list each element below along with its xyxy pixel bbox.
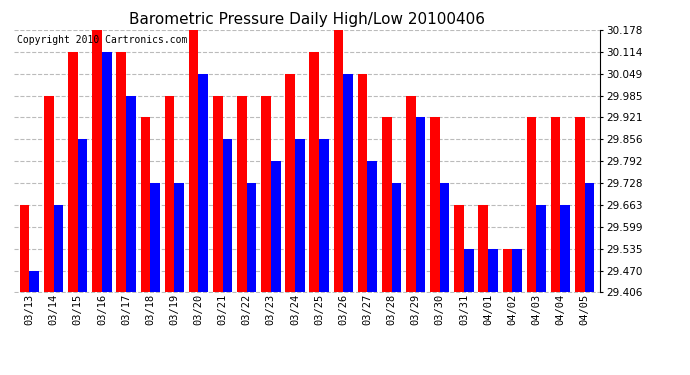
Bar: [488, 249, 497, 292]
Text: Copyright 2010 Cartronics.com: Copyright 2010 Cartronics.com: [17, 35, 187, 45]
Bar: [44, 96, 54, 292]
Bar: [237, 96, 247, 292]
Bar: [526, 117, 536, 292]
Bar: [247, 183, 257, 292]
Bar: [54, 205, 63, 292]
Title: Barometric Pressure Daily High/Low 20100406: Barometric Pressure Daily High/Low 20100…: [129, 12, 485, 27]
Bar: [560, 205, 570, 292]
Bar: [584, 183, 594, 292]
Bar: [502, 249, 512, 292]
Bar: [357, 74, 367, 292]
Bar: [454, 205, 464, 292]
Bar: [78, 140, 88, 292]
Bar: [165, 96, 175, 292]
Bar: [333, 30, 343, 292]
Bar: [367, 161, 377, 292]
Bar: [391, 183, 401, 292]
Bar: [141, 117, 150, 292]
Bar: [199, 74, 208, 292]
Bar: [213, 96, 223, 292]
Bar: [575, 117, 584, 292]
Bar: [309, 52, 319, 292]
Bar: [415, 117, 425, 292]
Bar: [478, 205, 488, 292]
Bar: [430, 117, 440, 292]
Bar: [551, 117, 560, 292]
Bar: [223, 140, 233, 292]
Bar: [175, 183, 184, 292]
Bar: [286, 74, 295, 292]
Bar: [295, 140, 305, 292]
Bar: [20, 205, 30, 292]
Bar: [512, 249, 522, 292]
Bar: [271, 161, 281, 292]
Bar: [406, 96, 415, 292]
Bar: [262, 96, 271, 292]
Bar: [68, 52, 78, 292]
Bar: [102, 52, 112, 292]
Bar: [30, 271, 39, 292]
Bar: [117, 52, 126, 292]
Bar: [343, 74, 353, 292]
Bar: [382, 117, 391, 292]
Bar: [440, 183, 449, 292]
Bar: [189, 30, 199, 292]
Bar: [92, 30, 102, 292]
Bar: [536, 205, 546, 292]
Bar: [464, 249, 473, 292]
Bar: [126, 96, 136, 292]
Bar: [319, 140, 328, 292]
Bar: [150, 183, 160, 292]
